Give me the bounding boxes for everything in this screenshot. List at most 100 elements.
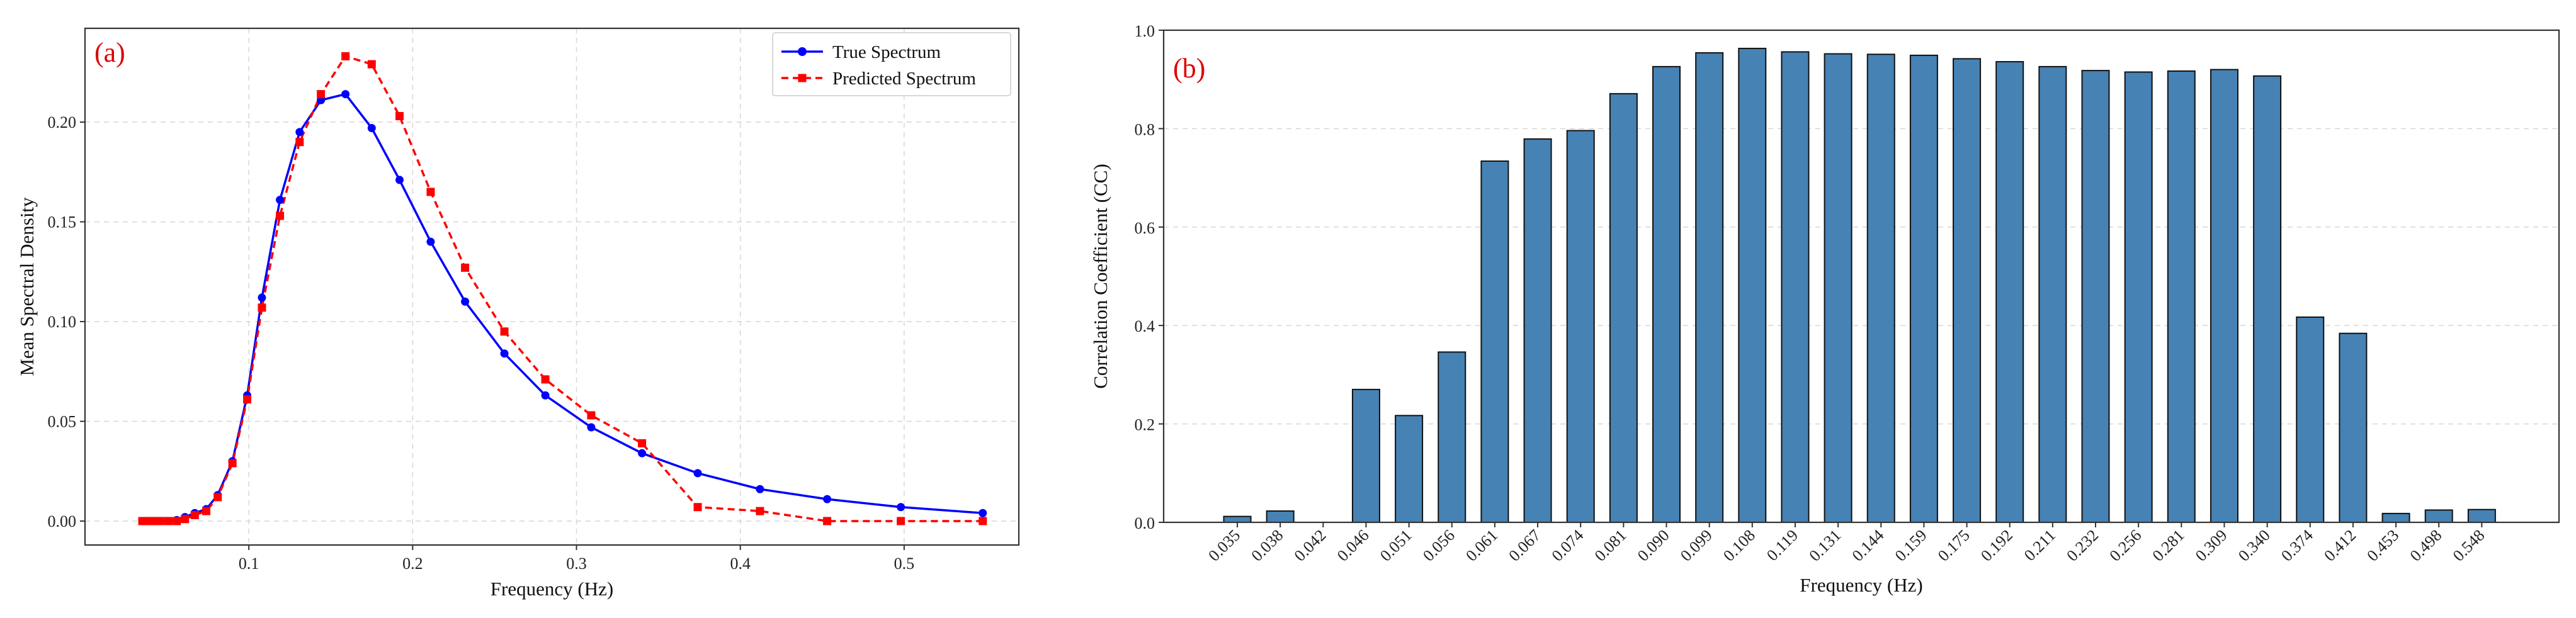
x-tick-label: 0.453 <box>2363 526 2402 565</box>
x-tick-label: 0.051 <box>1376 526 1416 565</box>
bar-0.061 <box>1480 160 1509 523</box>
y-tick-label: 0.8 <box>1135 120 1155 138</box>
point-true-spectrum <box>461 297 470 306</box>
x-tick-label: 0.281 <box>2149 526 2188 565</box>
point-predicted-spectrum <box>823 517 832 525</box>
y-tick-label: 1.0 <box>1135 22 1155 40</box>
point-true-spectrum <box>276 196 285 205</box>
y-tick-label: 0.2 <box>1135 416 1155 434</box>
panel-a-frame <box>84 27 1020 546</box>
x-tick-label: 0.090 <box>1634 526 1673 565</box>
panel-b-bar-chart: 0.00.20.40.60.81.00.035 0.038 0.042 0.046 0.… <box>1089 22 2560 596</box>
panel-a-y-axis-label: Mean Spectral Density <box>16 197 38 376</box>
point-predicted-spectrum <box>173 517 181 525</box>
point-true-spectrum <box>367 123 376 132</box>
panel-b-ticks: 0.00.20.40.60.81.00.035 0.038 0.042 0.046 0.… <box>1135 22 2488 565</box>
bar-0.192 <box>1995 61 2024 524</box>
x-tick-label: 0.038 <box>1248 526 1287 565</box>
point-predicted-spectrum <box>638 439 647 447</box>
point-true-spectrum <box>979 508 987 517</box>
panel-a-line-chart: 0.1 0.2 0.3 0.4 0.50.000.050.100.150.20 (a) … <box>16 27 1020 600</box>
bar-0.340 <box>2253 75 2282 523</box>
point-predicted-spectrum <box>156 517 165 525</box>
bar-0.131 <box>1824 53 1853 523</box>
point-predicted-spectrum <box>587 411 596 420</box>
bar-0.074 <box>1566 130 1595 523</box>
x-tick-label: 0.548 <box>2449 526 2488 565</box>
x-tick-label: 0.340 <box>2235 526 2274 565</box>
x-tick-label: 0.309 <box>2192 526 2231 565</box>
y-tick-label: 0.4 <box>1135 317 1155 335</box>
series-line-predicted-spectrum <box>142 55 983 522</box>
point-true-spectrum <box>500 349 509 358</box>
point-predicted-spectrum <box>181 515 190 524</box>
x-tick-label: 0.374 <box>2278 526 2317 565</box>
point-true-spectrum <box>823 495 832 503</box>
legend-entry-predicted-spectrum: Predicted Spectrum <box>781 69 976 89</box>
bar-0.548 <box>2467 508 2496 524</box>
point-true-spectrum <box>295 128 304 137</box>
point-predicted-spectrum <box>500 327 509 336</box>
bar-0.159 <box>1909 54 1938 523</box>
panel-b-y-axis-label: Correlation Coefficient (CC) <box>1089 164 1111 389</box>
bar-0.309 <box>2210 69 2238 523</box>
legend-label-predicted-spectrum: Predicted Spectrum <box>832 69 976 89</box>
bar-0.498 <box>2424 509 2453 524</box>
bar-0.035 <box>1223 515 1252 524</box>
point-true-spectrum <box>541 391 550 400</box>
point-predicted-spectrum <box>979 517 987 525</box>
panel-a-series-markers <box>138 52 987 525</box>
x-tick-label: 0.056 <box>1419 526 1458 565</box>
point-predicted-spectrum <box>897 517 905 525</box>
x-tick-label: 0.256 <box>2106 526 2145 565</box>
point-true-spectrum <box>395 176 404 184</box>
x-tick-label: 0.144 <box>1849 526 1888 565</box>
x-tick-label: 0.061 <box>1462 526 1501 565</box>
point-predicted-spectrum <box>295 138 304 147</box>
point-predicted-spectrum <box>228 459 237 468</box>
bar-0.046 <box>1351 388 1380 523</box>
point-predicted-spectrum <box>367 60 376 69</box>
point-true-spectrum <box>587 423 596 432</box>
x-tick-label: 0.3 <box>566 554 587 573</box>
point-predicted-spectrum <box>276 211 285 220</box>
x-tick-label: 0.035 <box>1205 526 1244 565</box>
x-tick-label: 0.081 <box>1591 526 1630 565</box>
y-tick-label: 0.10 <box>48 313 77 331</box>
panel-a-ticks: 0.1 0.2 0.3 0.4 0.5 0.00 0.05 0.10 0.15 0.20 <box>48 113 915 573</box>
x-tick-label: 0.119 <box>1763 526 1801 565</box>
x-tick-label: 0.175 <box>1934 526 1973 565</box>
bar-0.175 <box>1953 58 1982 523</box>
legend-marker-predicted-spectrum <box>798 74 807 82</box>
x-tick-label: 0.2 <box>402 554 423 573</box>
y-tick-label: 0.20 <box>48 113 77 132</box>
point-true-spectrum <box>341 90 350 99</box>
bar-0.281 <box>2167 70 2196 523</box>
x-tick-label: 0.042 <box>1291 526 1330 565</box>
point-predicted-spectrum <box>258 303 266 312</box>
x-tick-label: 0.131 <box>1805 526 1844 565</box>
x-tick-label: 0.4 <box>730 554 751 573</box>
x-tick-label: 0.5 <box>894 554 915 573</box>
panel-a-legend: True Spectrum Predicted Spectrum <box>772 32 1011 96</box>
point-true-spectrum <box>258 293 266 302</box>
point-predicted-spectrum <box>149 517 158 525</box>
bar-0.232 <box>2081 70 2110 523</box>
series-line-true-spectrum <box>142 93 983 522</box>
x-tick-label: 0.211 <box>2021 526 2059 565</box>
x-tick-label: 0.099 <box>1677 526 1716 565</box>
point-predicted-spectrum <box>756 507 764 515</box>
point-true-spectrum <box>638 449 647 458</box>
point-true-spectrum <box>693 469 702 478</box>
panel-b-bars <box>1223 47 2496 524</box>
bar-0.453 <box>2381 512 2410 524</box>
x-tick-label: 0.232 <box>2063 526 2102 565</box>
y-tick-label: 0.00 <box>48 512 77 531</box>
point-predicted-spectrum <box>461 263 470 272</box>
point-predicted-spectrum <box>213 493 222 502</box>
y-tick-label: 0.05 <box>48 412 77 430</box>
legend-box <box>772 32 1011 96</box>
point-predicted-spectrum <box>317 90 326 99</box>
legend-marker-true-spectrum <box>798 47 807 56</box>
x-tick-label: 0.159 <box>1892 526 1931 565</box>
